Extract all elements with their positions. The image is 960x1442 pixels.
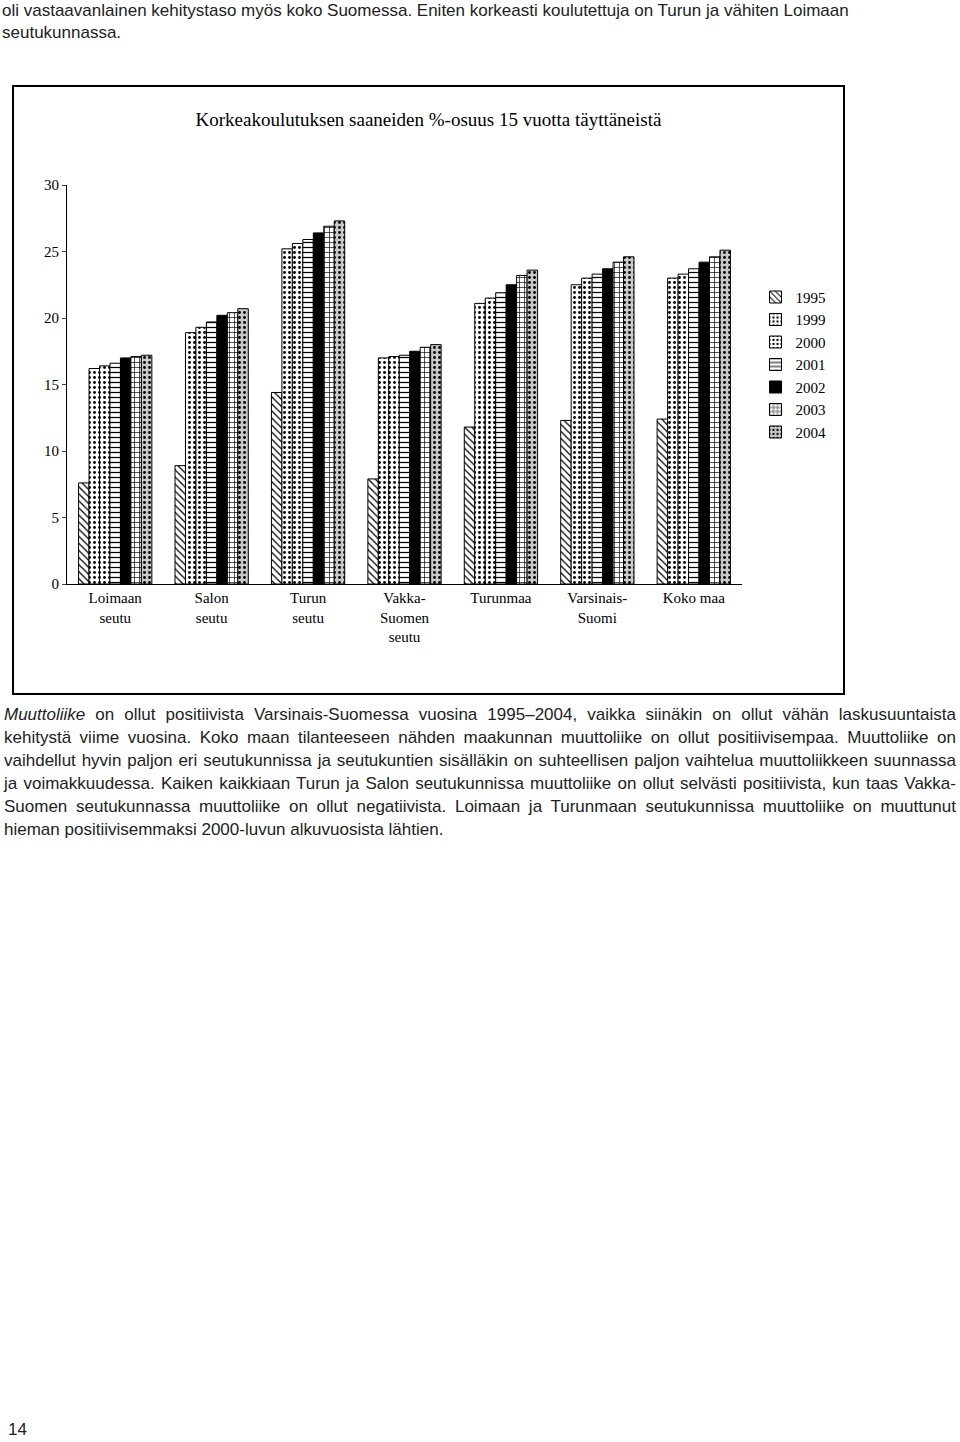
svg-text:2001: 2001 (796, 357, 826, 373)
svg-text:1999: 1999 (796, 312, 826, 328)
svg-text:2002: 2002 (796, 380, 826, 396)
svg-text:30: 30 (44, 177, 59, 193)
svg-text:Salonseutu: Salonseutu (195, 590, 230, 626)
svg-text:2003: 2003 (796, 402, 826, 418)
svg-text:15: 15 (44, 377, 59, 393)
svg-text:20: 20 (44, 310, 59, 326)
svg-text:2004: 2004 (796, 425, 827, 441)
html-text:Muuttoliike on ollut positiivi: Muuttoliike on ollut positiivista Varsin… (4, 705, 956, 839)
svg-text:0: 0 (52, 576, 60, 592)
svg-text:Varsinais-Suomi: Varsinais-Suomi (567, 590, 627, 626)
svg-text:Turunmaa: Turunmaa (470, 590, 531, 606)
svg-text:Vakka-Suomenseutu: Vakka-Suomenseutu (380, 590, 430, 645)
svg-text:1995: 1995 (796, 290, 826, 306)
svg-text:Loimaanseutu: Loimaanseutu (89, 590, 143, 626)
svg-text:5: 5 (52, 510, 60, 526)
svg-text:10: 10 (44, 443, 59, 459)
svg-text:25: 25 (44, 244, 59, 260)
svg-text:Koko maa: Koko maa (663, 590, 725, 606)
html-text:oli vastaavanlainen kehitystas: oli vastaavanlainen kehitystaso myös kok… (2, 1, 849, 42)
svg-text:Turunseutu: Turunseutu (290, 590, 327, 626)
svg-text:Korkeakoulutuksen saaneiden %-: Korkeakoulutuksen saaneiden %-osuus 15 v… (196, 109, 662, 130)
svg-text:2000: 2000 (796, 335, 826, 351)
html-text:14: 14 (8, 1420, 27, 1439)
